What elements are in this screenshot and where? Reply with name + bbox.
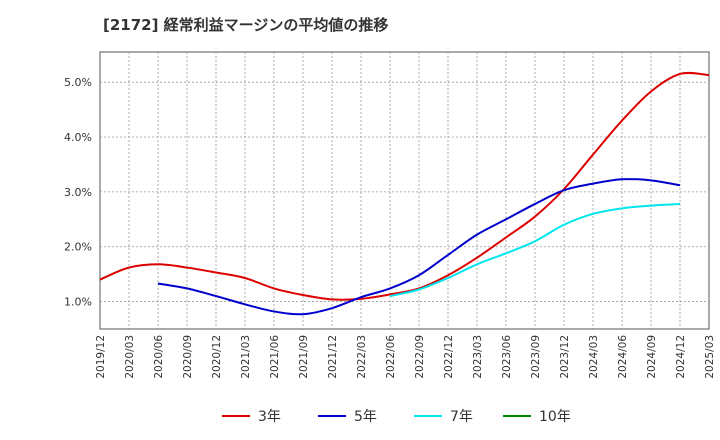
x-tick-label: 2024/03 [588,335,600,379]
y-tick-label: 2.0% [64,241,92,254]
grid [100,52,709,329]
legend-item-5y: 5年 [318,404,377,428]
legend-swatch-10y [503,415,531,417]
x-tick-label: 2019/12 [95,335,107,379]
x-tick-label: 2023/06 [501,335,513,379]
x-tick-label: 2023/12 [559,335,571,379]
y-tick-label: 5.0% [64,76,92,89]
x-tick-label: 2022/12 [443,335,455,379]
y-tick-label: 4.0% [64,131,92,144]
legend-label-7y: 7年 [450,409,473,425]
x-tick-label: 2023/03 [472,335,484,379]
legend-label-3y: 3年 [258,409,281,425]
x-tick-label: 2022/03 [356,335,368,379]
x-tick-label: 2021/06 [269,335,281,379]
x-tick-label: 2022/09 [414,335,426,379]
x-tick-label: 2025/03 [704,335,716,379]
x-tick-label: 2023/09 [530,335,542,379]
x-tick-label: 2024/12 [675,335,687,379]
x-tick-label: 2022/06 [385,335,397,379]
legend-swatch-7y [414,415,442,417]
legend-item-10y: 10年 [503,404,571,428]
x-axis-ticks: 2019/12 2020/03 2020/06 2020/09 2020/12 2021/… [95,335,716,379]
legend: 3年 5年 7年 10年 [0,404,720,428]
x-tick-label: 2021/09 [298,335,310,379]
x-tick-label: 2020/12 [211,335,223,379]
legend-label-10y: 10年 [539,409,571,425]
x-tick-label: 2021/03 [240,335,252,379]
x-tick-label: 2024/09 [646,335,658,379]
legend-item-7y: 7年 [414,404,473,428]
series-lines [99,71,710,316]
x-tick-label: 2024/06 [617,335,629,379]
legend-item-3y: 3年 [222,404,281,428]
x-tick-label: 2020/03 [124,335,136,379]
legend-swatch-3y [222,415,250,417]
legend-swatch-5y [318,415,346,417]
series-line-2 [389,202,681,298]
x-tick-label: 2021/12 [327,335,339,379]
series-line-1 [157,178,681,316]
y-axis-ticks: 1.0% 2.0% 3.0% 4.0% 5.0% [64,76,92,308]
chart-title: [2172] 経常利益マージンの平均値の推移 [103,16,389,34]
series-line-0 [99,71,710,301]
y-tick-label: 1.0% [64,296,92,309]
plot-area [99,51,710,330]
x-tick-label: 2020/09 [182,335,194,379]
x-tick-label: 2020/06 [153,335,165,379]
y-tick-label: 3.0% [64,186,92,199]
legend-label-5y: 5年 [354,409,377,425]
